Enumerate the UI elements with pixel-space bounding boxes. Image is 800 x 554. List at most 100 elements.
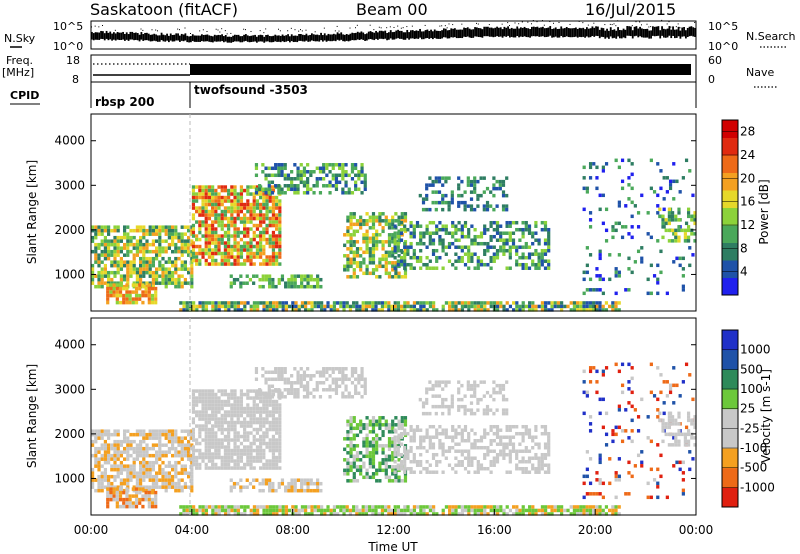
noise-sample (670, 29, 673, 39)
velocity-echo (595, 512, 599, 516)
power-echo (100, 249, 104, 254)
velocity-echo (310, 508, 314, 513)
power-echo (271, 216, 276, 221)
power-echo (393, 266, 397, 270)
power-echo (483, 304, 487, 309)
velocity-echo (259, 417, 263, 421)
velocity-echo (110, 432, 114, 437)
power-echo (243, 202, 247, 207)
power-echo (161, 274, 165, 278)
power-echo (296, 274, 301, 278)
power-echo (476, 197, 480, 201)
velocity-echo (454, 512, 458, 516)
power-echo (469, 183, 474, 187)
velocity-echo (230, 410, 234, 414)
power-echo (441, 248, 445, 253)
power-echo (387, 254, 392, 258)
velocity-echo (365, 468, 369, 473)
power-echo (151, 249, 155, 254)
power-echo (495, 248, 500, 253)
power-echo (469, 197, 474, 201)
velocity-echo (364, 512, 369, 516)
velocity-echo (265, 459, 269, 463)
velocity-echo (470, 508, 474, 513)
velocity-echo (312, 374, 316, 378)
power-echo (343, 233, 347, 237)
power-echo (467, 308, 471, 312)
noise-dot (314, 31, 316, 33)
noise-dot (230, 32, 232, 34)
power-echo (434, 176, 438, 180)
velocity-echo (116, 439, 120, 444)
power-echo (91, 228, 95, 233)
velocity-echo (394, 416, 398, 420)
velocity-echo (100, 464, 104, 468)
power-echo (354, 180, 358, 185)
velocity-echo (262, 455, 266, 460)
power-echo (518, 304, 522, 309)
velocity-echo (339, 505, 343, 509)
power-echo (278, 220, 282, 224)
velocity-echo (278, 410, 282, 414)
power-echo (668, 183, 673, 187)
velocity-echo (416, 505, 420, 509)
power-echo (268, 262, 272, 266)
velocity-echo (236, 420, 240, 425)
power-echo (686, 211, 691, 215)
power-echo (211, 234, 215, 238)
power-echo (387, 261, 392, 265)
power-echo (527, 266, 532, 270)
velocity-echo (409, 459, 413, 464)
power-cbar-segment (722, 190, 738, 208)
power-echo (233, 202, 237, 207)
noise-sample (135, 32, 137, 40)
velocity-echo (229, 478, 233, 482)
velocity-echo (409, 424, 413, 429)
power-echo (142, 246, 146, 250)
power-echo (349, 215, 353, 220)
power-echo (323, 304, 327, 309)
velocity-echo (261, 478, 265, 482)
velocity-echo (284, 508, 289, 513)
velocity-echo (240, 512, 244, 516)
power-echo (129, 239, 133, 243)
velocity-echo (521, 512, 525, 516)
power-echo (598, 288, 602, 292)
power-echo (236, 192, 240, 196)
power-echo (158, 246, 162, 250)
power-echo (604, 239, 609, 243)
velocity-echo (262, 403, 266, 407)
velocity-echo (264, 391, 268, 396)
noise-sample (432, 31, 434, 40)
velocity-echo (265, 431, 269, 435)
power-echo (686, 207, 691, 212)
power-echo (664, 221, 668, 226)
power-echo (204, 241, 208, 245)
power-echo (100, 274, 104, 278)
velocity-echo (306, 391, 310, 396)
power-echo (106, 286, 110, 291)
power-echo (100, 281, 104, 285)
power-echo (393, 308, 397, 312)
velocity-echo (473, 438, 477, 443)
power-echo (489, 220, 493, 225)
velocity-echo (148, 453, 152, 458)
velocity-echo (457, 449, 461, 453)
velocity-echo (151, 436, 155, 440)
power-echo (627, 197, 631, 201)
velocity-echo (262, 420, 266, 425)
power-echo (294, 304, 298, 309)
noise-sample (230, 36, 233, 43)
velocity-echo (540, 512, 545, 516)
power-echo (412, 248, 416, 253)
power-echo (148, 228, 152, 233)
power-echo (486, 301, 490, 305)
power-echo (483, 241, 487, 246)
noise-sample (391, 32, 394, 40)
power-echo (363, 180, 367, 185)
velocity-echo (227, 452, 231, 456)
power-echo (384, 222, 388, 227)
power-echo (409, 262, 413, 267)
power-echo (387, 233, 392, 237)
velocity-echo (306, 478, 310, 482)
